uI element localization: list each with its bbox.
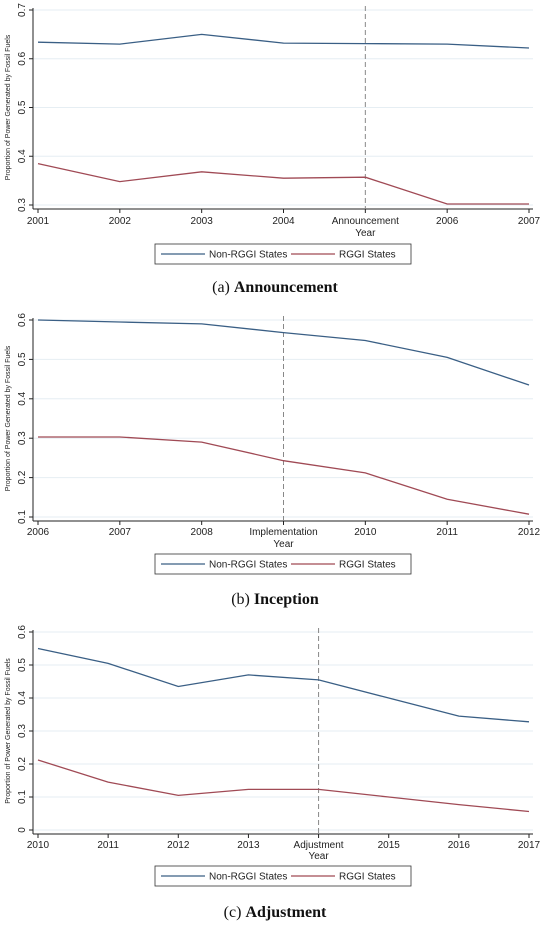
x-tick-label: 2006	[436, 216, 459, 227]
panel-caption: (c) Adjustment	[224, 904, 327, 921]
x-tick-label: 2008	[191, 527, 214, 538]
x-tick-label: 2016	[448, 840, 471, 851]
panel-caption-label: (b)	[231, 591, 254, 608]
y-tick-label: 0	[17, 827, 28, 833]
x-tick-label: 2003	[191, 216, 214, 227]
x-tick-label: 2001	[27, 216, 50, 227]
series-line-rggi	[37, 759, 530, 813]
legend-box	[154, 243, 412, 265]
y-tick-label: 0.5	[17, 352, 28, 366]
series-line-non-rggi	[37, 647, 530, 723]
y-tick-label: 0.4	[17, 391, 28, 405]
panel-caption: (a) Announcement	[212, 279, 338, 296]
legend-label: RGGI States	[339, 250, 396, 261]
y-tick-label: 0.3	[17, 724, 28, 738]
x-tick-label: 2007	[518, 216, 541, 227]
x-tick-label: 2015	[378, 840, 401, 851]
x-axis-title: Year	[308, 851, 329, 862]
y-tick-label: 0.1	[17, 790, 28, 804]
x-tick-label: 2004	[272, 216, 295, 227]
y-tick-label: 0.3	[17, 198, 28, 212]
legend-label: Non-RGGI States	[209, 250, 287, 261]
x-tick-label: 2007	[109, 527, 132, 538]
y-tick-label: 0.4	[17, 149, 28, 163]
panel-caption-title: Adjustment	[245, 904, 327, 921]
panel-3: 0 0.1 0.2 0.3 0.4 0.5 0.6 Proportion of Power G…	[5, 625, 541, 921]
x-tick-label: 2010	[27, 840, 50, 851]
y-tick-label: 0.6	[17, 51, 28, 65]
legend-box	[154, 553, 412, 575]
y-axis-title: Proportion of Power Generated by Fossil …	[5, 658, 12, 804]
y-axis-title: Proportion of Power Generated by Fossil …	[5, 345, 12, 491]
series-line-non-rggi	[37, 319, 530, 386]
legend-label: RGGI States	[339, 560, 396, 571]
x-tick-label: 2011	[436, 527, 458, 538]
legend-label: Non-RGGI States	[209, 560, 287, 571]
y-tick-label: 0.7	[17, 3, 28, 17]
y-tick-label: 0.5	[17, 100, 28, 114]
legend-label: Non-RGGI States	[209, 872, 287, 883]
legend-box	[154, 865, 412, 887]
y-tick-label: 0.6	[17, 313, 28, 327]
y-axis-title: Proportion of Power Generated by Fossil …	[5, 34, 12, 180]
panel-1: 0.3 0.4 0.5 0.6 0.7 Proportion of Power Gener…	[5, 3, 541, 296]
x-axis-title: Year	[355, 228, 376, 239]
panel-caption-label: (a)	[212, 279, 234, 296]
panel-caption-label: (c)	[224, 904, 246, 921]
series-line-non-rggi	[37, 33, 530, 49]
x-tick-label: Adjustment	[294, 840, 344, 851]
x-tick-label: 2010	[354, 527, 377, 538]
series-line-rggi	[37, 162, 529, 205]
panel-2: 0.1 0.2 0.3 0.4 0.5 0.6 Proportion of Power Ge…	[5, 313, 541, 608]
panel-caption-title: Inception	[254, 591, 319, 608]
x-axis-title: Year	[273, 539, 294, 550]
y-tick-label: 0.6	[17, 625, 28, 639]
x-tick-label: 2011	[97, 840, 119, 851]
series-line-rggi	[38, 436, 530, 515]
x-tick-label: Announcement	[332, 216, 399, 227]
x-tick-label: 2012	[167, 840, 190, 851]
x-tick-label: 2002	[109, 216, 132, 227]
y-tick-label: 0.2	[17, 470, 28, 484]
panel-caption: (b) Inception	[231, 591, 319, 608]
y-tick-label: 0.3	[17, 431, 28, 445]
x-tick-label: 2013	[237, 840, 260, 851]
y-tick-label: 0.2	[17, 757, 28, 771]
x-tick-label: 2017	[518, 840, 541, 851]
y-tick-label: 0.1	[17, 510, 28, 524]
x-tick-label: Implementation	[249, 527, 317, 538]
y-tick-label: 0.5	[17, 658, 28, 672]
legend-label: RGGI States	[339, 872, 396, 883]
x-tick-label: 2006	[27, 527, 50, 538]
x-tick-label: 2012	[518, 527, 541, 538]
panel-caption-title: Announcement	[234, 279, 339, 296]
y-tick-label: 0.4	[17, 691, 28, 705]
